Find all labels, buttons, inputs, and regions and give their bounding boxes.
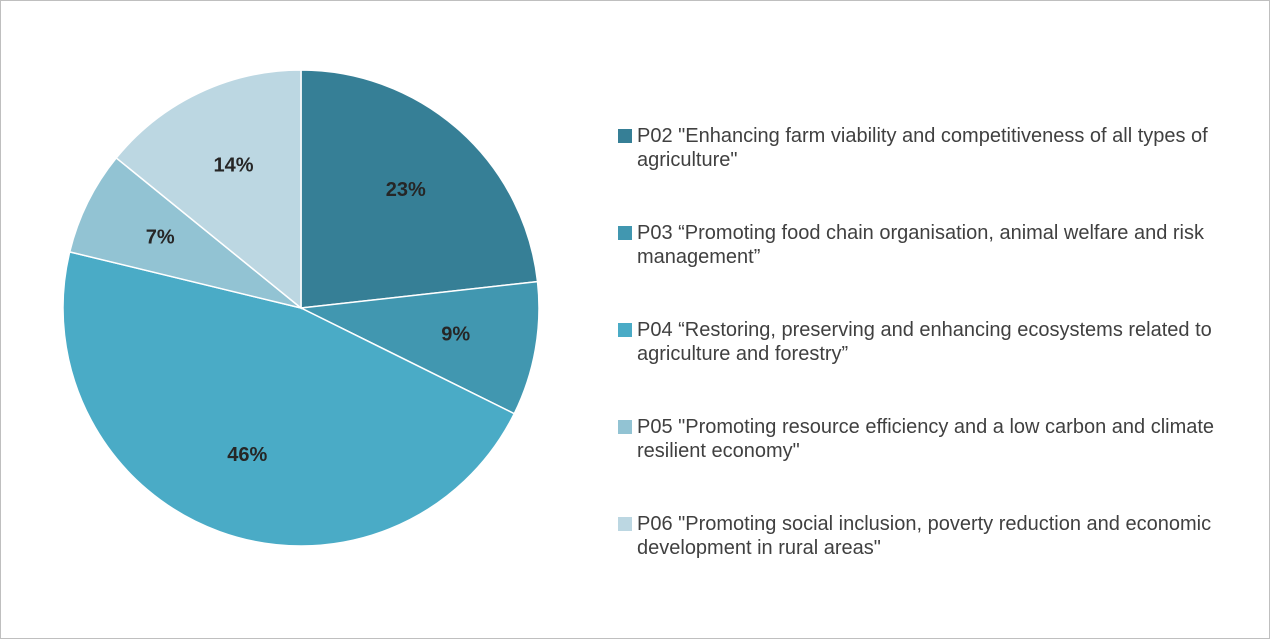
pie-slice bbox=[298, 280, 540, 415]
pie-slice bbox=[68, 156, 302, 309]
legend-swatch bbox=[618, 226, 632, 240]
data-label: 7% bbox=[146, 227, 175, 249]
data-label: 46% bbox=[227, 444, 267, 466]
data-label: 23% bbox=[386, 179, 426, 201]
legend-label: P05 "Promoting resource efficiency and a… bbox=[637, 416, 1215, 462]
legend-label: P02 "Enhancing farm viability and compet… bbox=[637, 125, 1208, 171]
legend-swatch bbox=[618, 323, 632, 337]
legend-label: P06 "Promoting social inclusion, poverty… bbox=[637, 513, 1212, 559]
legend-label: P03 “Promoting food chain organisation, … bbox=[637, 222, 1204, 268]
legend-swatch bbox=[618, 129, 632, 143]
pie-slice bbox=[115, 69, 302, 310]
data-label: 14% bbox=[213, 154, 253, 176]
legend-swatch bbox=[618, 517, 632, 531]
legend-label: P04 “Restoring, preserving and enhancing… bbox=[637, 319, 1212, 365]
data-label: 9% bbox=[441, 324, 470, 346]
legend-swatch bbox=[618, 420, 632, 434]
pie-slice bbox=[300, 69, 539, 309]
pie-slice bbox=[62, 250, 516, 547]
